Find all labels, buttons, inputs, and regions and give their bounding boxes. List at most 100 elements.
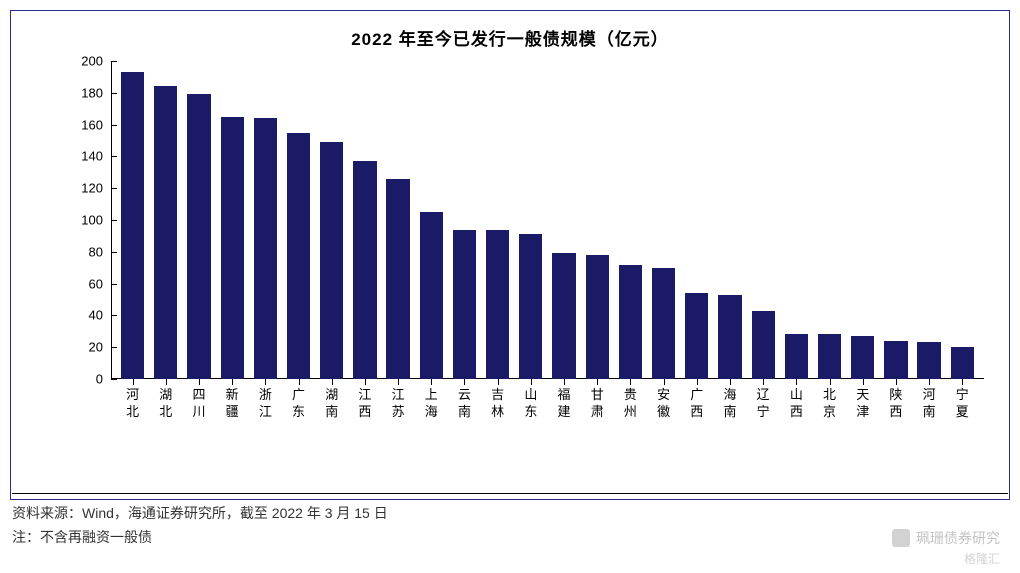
bar-wrapper: 海南: [713, 61, 746, 379]
bar-wrapper: 山东: [514, 61, 547, 379]
x-tick-mark: [265, 379, 266, 385]
x-label: 江西: [357, 387, 373, 421]
bar-wrapper: 广西: [680, 61, 713, 379]
y-tick-label: 100: [81, 213, 103, 228]
chart-footer: 资料来源：Wind，海通证券研究所，截至 2022 年 3 月 15 日 注：不…: [12, 493, 1008, 551]
bar-wrapper: 福建: [547, 61, 580, 379]
bar: [386, 179, 409, 379]
x-tick-mark: [531, 379, 532, 385]
bar: [685, 293, 708, 379]
chart-title: 2022 年至今已发行一般债规模（亿元）: [11, 25, 1009, 50]
watermark-secondary: 格隆汇: [964, 550, 1000, 567]
x-tick-mark: [630, 379, 631, 385]
x-tick-mark: [332, 379, 333, 385]
x-label: 新疆: [224, 387, 240, 421]
x-tick-mark: [830, 379, 831, 385]
bar: [884, 341, 907, 379]
bar-wrapper: 北京: [813, 61, 846, 379]
bar: [785, 334, 808, 379]
x-label: 宁夏: [954, 387, 970, 421]
bar: [752, 311, 775, 379]
x-tick-mark: [299, 379, 300, 385]
watermark-primary: 珮珊债券研究: [892, 528, 1000, 548]
y-tick-label: 0: [96, 372, 103, 387]
x-label: 安徽: [656, 387, 672, 421]
x-label: 天津: [855, 387, 871, 421]
x-label: 海南: [722, 387, 738, 421]
bar: [254, 118, 277, 379]
y-tick-label: 120: [81, 181, 103, 196]
watermark-text: 珮珊债券研究: [916, 528, 1000, 548]
x-tick-mark: [431, 379, 432, 385]
x-tick-mark: [929, 379, 930, 385]
bar: [353, 161, 376, 379]
bars-area: 河北湖北四川新疆浙江广东湖南江西江苏上海云南吉林山东福建甘肃贵州安徽广西海南辽宁…: [111, 61, 984, 379]
x-label: 河南: [921, 387, 937, 421]
bar: [718, 295, 741, 379]
bar: [486, 230, 509, 379]
bar: [586, 255, 609, 379]
x-tick-mark: [166, 379, 167, 385]
x-label: 云南: [456, 387, 472, 421]
note-line: 注：不含再融资一般债: [12, 527, 1008, 548]
bar-wrapper: 安徽: [647, 61, 680, 379]
x-tick-mark: [232, 379, 233, 385]
x-label: 江苏: [390, 387, 406, 421]
x-label: 四川: [191, 387, 207, 421]
bar: [121, 72, 144, 379]
bar-wrapper: 云南: [448, 61, 481, 379]
bar-wrapper: 江苏: [382, 61, 415, 379]
bar-wrapper: 新疆: [216, 61, 249, 379]
x-tick-mark: [464, 379, 465, 385]
y-tick-label: 60: [89, 276, 103, 291]
bar: [519, 234, 542, 379]
y-tick-label: 40: [89, 308, 103, 323]
x-label: 山西: [788, 387, 804, 421]
x-tick-mark: [365, 379, 366, 385]
bar: [851, 336, 874, 379]
chart-container: 2022 年至今已发行一般债规模（亿元） 0204060801001201401…: [0, 0, 1020, 573]
x-tick-mark: [398, 379, 399, 385]
x-tick-mark: [962, 379, 963, 385]
bar-wrapper: 广东: [282, 61, 315, 379]
bar-wrapper: 贵州: [614, 61, 647, 379]
x-tick-mark: [697, 379, 698, 385]
bar-wrapper: 江西: [348, 61, 381, 379]
x-label: 山东: [523, 387, 539, 421]
wechat-icon: [892, 529, 910, 547]
x-label: 广西: [689, 387, 705, 421]
y-tick-label: 180: [81, 85, 103, 100]
bar: [619, 265, 642, 379]
bar: [287, 133, 310, 379]
x-label: 湖南: [324, 387, 340, 421]
bar-wrapper: 浙江: [249, 61, 282, 379]
source-line: 资料来源：Wind，海通证券研究所，截至 2022 年 3 月 15 日: [12, 503, 1008, 524]
bar: [420, 212, 443, 379]
y-tick-label: 140: [81, 149, 103, 164]
x-tick-mark: [763, 379, 764, 385]
x-label: 湖北: [158, 387, 174, 421]
bar: [320, 142, 343, 379]
x-label: 浙江: [257, 387, 273, 421]
y-tick-label: 200: [81, 54, 103, 69]
bar-wrapper: 甘肃: [581, 61, 614, 379]
bar-wrapper: 陕西: [879, 61, 912, 379]
bar: [951, 347, 974, 379]
x-label: 广东: [291, 387, 307, 421]
bar: [221, 117, 244, 379]
x-tick-mark: [796, 379, 797, 385]
x-tick-mark: [199, 379, 200, 385]
bar: [652, 268, 675, 379]
x-label: 河北: [125, 387, 141, 421]
bar: [917, 342, 940, 379]
bar-wrapper: 宁夏: [946, 61, 979, 379]
bar: [552, 253, 575, 379]
x-label: 吉林: [490, 387, 506, 421]
x-label: 辽宁: [755, 387, 771, 421]
bar-wrapper: 四川: [182, 61, 215, 379]
plot-area: 020406080100120140160180200 河北湖北四川新疆浙江广东…: [66, 61, 984, 379]
bar-wrapper: 河北: [116, 61, 149, 379]
x-tick-mark: [896, 379, 897, 385]
y-axis: 020406080100120140160180200: [66, 61, 111, 379]
y-tick-label: 160: [81, 117, 103, 132]
